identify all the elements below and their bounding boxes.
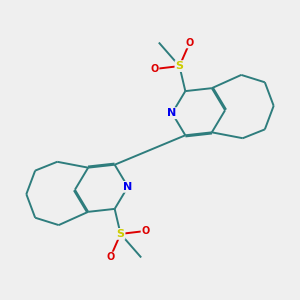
Text: O: O bbox=[186, 38, 194, 47]
Text: O: O bbox=[142, 226, 150, 236]
Text: O: O bbox=[150, 64, 158, 74]
Text: S: S bbox=[176, 61, 183, 71]
Text: O: O bbox=[106, 253, 114, 262]
Text: S: S bbox=[117, 229, 124, 239]
Text: N: N bbox=[123, 182, 133, 192]
Text: N: N bbox=[167, 108, 177, 118]
